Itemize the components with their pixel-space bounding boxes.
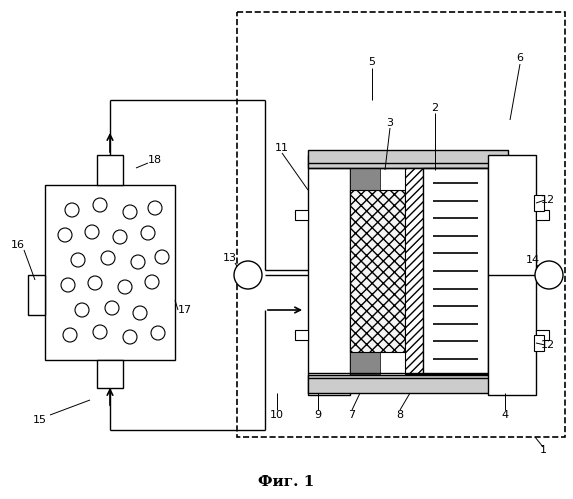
Text: 12: 12 bbox=[541, 195, 555, 205]
Text: 6: 6 bbox=[516, 53, 524, 63]
Circle shape bbox=[535, 261, 563, 289]
Text: 8: 8 bbox=[397, 410, 403, 420]
Text: 7: 7 bbox=[348, 410, 356, 420]
Text: 17: 17 bbox=[178, 305, 192, 315]
Bar bbox=[350, 352, 380, 374]
Text: 16: 16 bbox=[11, 240, 25, 250]
Text: 14: 14 bbox=[526, 255, 540, 265]
Text: +: + bbox=[543, 268, 555, 282]
Bar bbox=[295, 330, 308, 340]
Bar bbox=[536, 210, 549, 220]
Bar bbox=[45, 185, 175, 360]
Text: 4: 4 bbox=[501, 410, 509, 420]
Bar bbox=[350, 190, 405, 352]
Text: 13: 13 bbox=[223, 253, 237, 263]
Bar bbox=[295, 210, 308, 220]
Text: 10: 10 bbox=[270, 410, 284, 420]
Bar bbox=[488, 155, 536, 395]
Bar bbox=[534, 195, 544, 211]
Bar bbox=[536, 330, 549, 340]
Bar bbox=[423, 168, 488, 374]
Text: 5: 5 bbox=[368, 57, 375, 67]
Bar bbox=[308, 155, 350, 395]
Bar bbox=[28, 275, 45, 315]
Bar bbox=[350, 168, 380, 190]
Text: 3: 3 bbox=[387, 118, 394, 128]
Bar bbox=[405, 168, 423, 374]
Bar bbox=[97, 360, 123, 388]
Text: −: − bbox=[242, 268, 254, 282]
Text: 11: 11 bbox=[275, 143, 289, 153]
Text: 15: 15 bbox=[33, 415, 47, 425]
Text: 9: 9 bbox=[315, 410, 321, 420]
Text: 18: 18 bbox=[148, 155, 162, 165]
Circle shape bbox=[234, 261, 262, 289]
Text: 1: 1 bbox=[540, 445, 547, 455]
Text: 12: 12 bbox=[541, 340, 555, 350]
Text: Фиг. 1: Фиг. 1 bbox=[258, 475, 314, 489]
Bar bbox=[534, 335, 544, 351]
Bar bbox=[237, 12, 565, 437]
Bar bbox=[97, 155, 123, 185]
Bar bbox=[308, 150, 508, 168]
Text: 2: 2 bbox=[431, 103, 438, 113]
Bar bbox=[308, 375, 508, 393]
